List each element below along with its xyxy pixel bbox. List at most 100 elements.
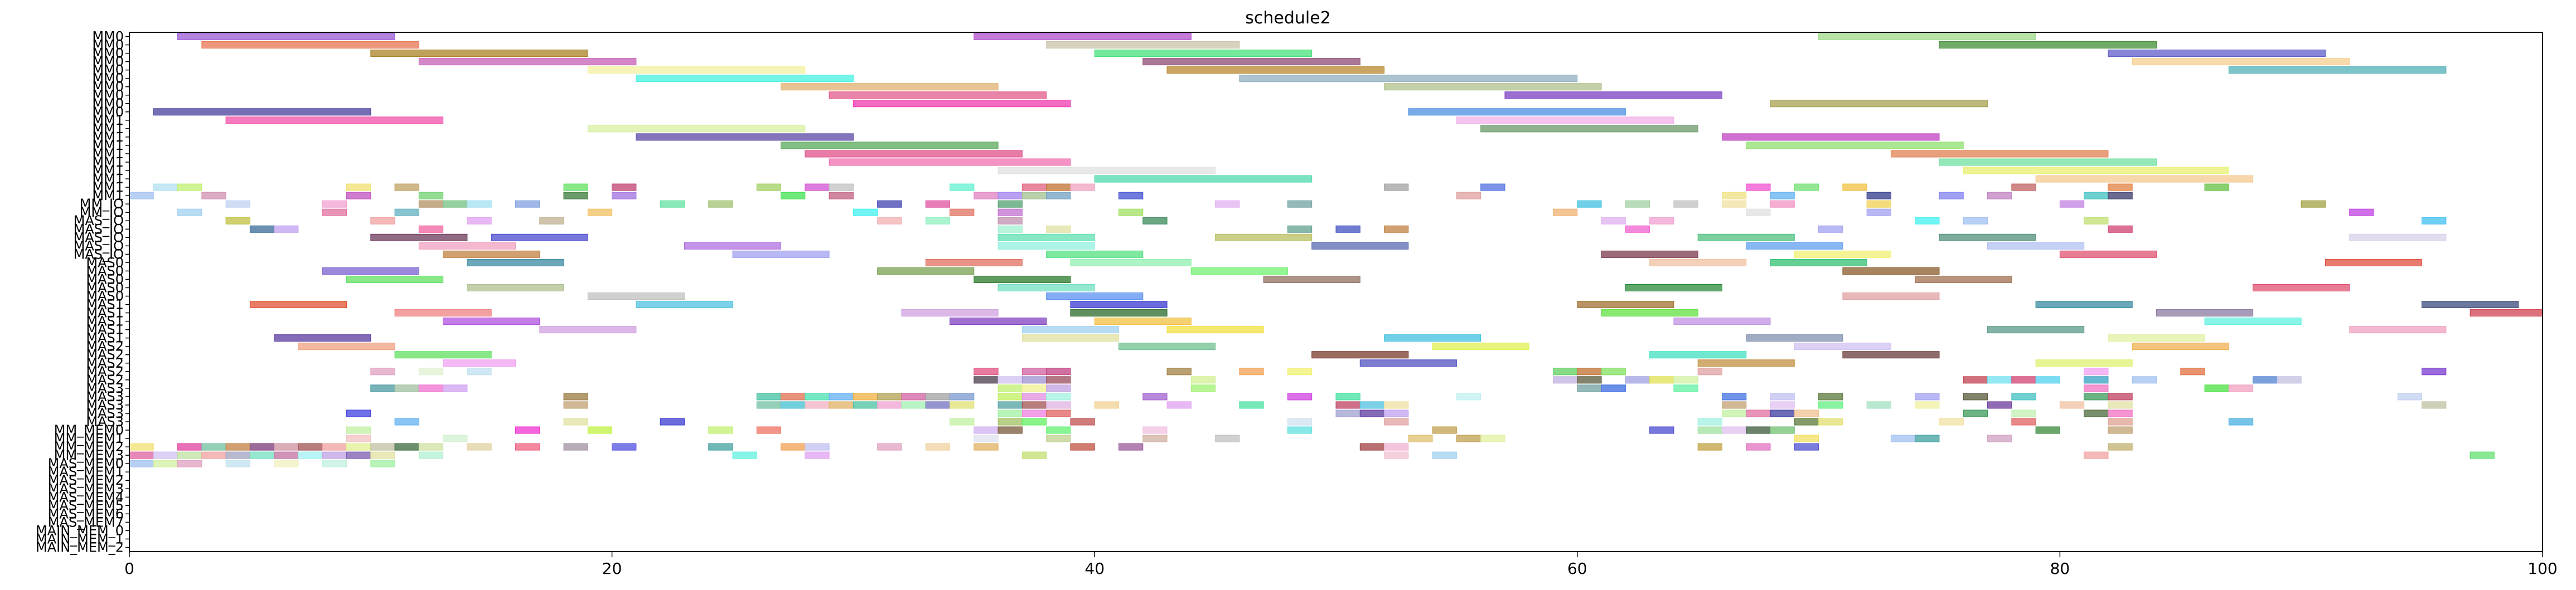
task-bar xyxy=(1553,208,1578,216)
task-bar xyxy=(1384,401,1409,409)
task-bar xyxy=(515,200,540,208)
task-bar xyxy=(1987,242,2085,250)
task-bar xyxy=(1335,225,1360,233)
y-tick-label: MM_MEM1 xyxy=(54,431,124,446)
task-bar xyxy=(370,384,395,392)
task-bar xyxy=(1046,426,1071,434)
task-bar xyxy=(1963,217,1988,225)
task-bar xyxy=(853,100,1071,108)
task-bar xyxy=(2084,368,2109,376)
task-bar xyxy=(1021,418,1047,426)
task-bar xyxy=(974,275,1071,283)
task-bar xyxy=(418,384,444,392)
y-tick-label: MAS1 xyxy=(86,314,124,329)
task-bar xyxy=(732,451,757,459)
task-bar xyxy=(1118,443,1144,451)
task-bar xyxy=(394,418,419,426)
task-bar xyxy=(418,443,444,451)
task-bar xyxy=(998,208,1023,216)
task-bar xyxy=(1046,376,1071,384)
task-bar xyxy=(225,460,250,467)
task-bar xyxy=(1939,158,2157,166)
task-bar xyxy=(418,451,444,459)
y-tick-label: MM1 xyxy=(92,129,124,145)
y-tick-label: MM_IO xyxy=(80,196,124,212)
task-bar xyxy=(394,208,419,216)
task-bar xyxy=(2084,409,2109,417)
task-bar xyxy=(1094,318,1192,325)
y-tick-label: MM0 xyxy=(92,46,124,61)
task-bar xyxy=(563,401,588,409)
task-bar xyxy=(177,451,202,459)
task-bar xyxy=(1432,451,1457,459)
task-bar xyxy=(998,167,1216,174)
task-bar xyxy=(1021,192,1047,199)
task-bar xyxy=(1601,250,1698,258)
task-bar xyxy=(418,192,444,199)
y-tick-label: MM0 xyxy=(92,79,124,95)
task-bar xyxy=(998,401,1023,409)
task-bar xyxy=(515,443,540,451)
task-bar xyxy=(491,233,588,241)
task-bar xyxy=(1215,200,1240,208)
task-bar xyxy=(998,233,1095,241)
task-bar xyxy=(2084,192,2109,199)
task-bar xyxy=(1384,409,1409,417)
y-tick-label: MAS0 xyxy=(86,271,124,287)
y-tick-label: MM1 xyxy=(92,121,124,136)
task-bar xyxy=(1794,418,1819,426)
task-bar xyxy=(346,451,371,459)
task-bar xyxy=(587,292,685,300)
task-bar xyxy=(274,334,371,342)
task-bar xyxy=(829,401,854,409)
task-bar xyxy=(974,376,999,384)
task-bar xyxy=(443,384,468,392)
task-bar xyxy=(1697,233,1795,241)
task-bar xyxy=(1553,376,1578,384)
task-bar xyxy=(274,460,299,467)
task-bar xyxy=(418,368,444,376)
y-tick-label: MAS1 xyxy=(86,322,124,338)
task-bar xyxy=(370,443,395,451)
task-bar xyxy=(2035,426,2060,434)
task-bar xyxy=(1118,208,1144,216)
task-bar xyxy=(443,250,540,258)
y-tick-label: MM_IO xyxy=(80,204,124,220)
task-bar xyxy=(2059,250,2157,258)
x-tick-label: 100 xyxy=(2527,559,2557,578)
task-bar xyxy=(2349,326,2447,334)
task-bar xyxy=(1770,192,1795,199)
task-bar xyxy=(346,275,444,283)
task-bar xyxy=(1046,409,1071,417)
task-bar xyxy=(1070,259,1192,266)
task-bar xyxy=(1480,435,1505,442)
task-bar xyxy=(1770,100,1988,108)
y-tick-label: MM_MEM2 xyxy=(54,439,124,455)
task-bar xyxy=(708,426,733,434)
x-axis-ticks: 0 20 40 60 80 100 xyxy=(124,552,2558,578)
task-bar xyxy=(394,384,419,392)
y-tick-label: MAS1 xyxy=(86,330,124,346)
task-bar xyxy=(1384,451,1409,459)
task-bar xyxy=(2156,309,2254,317)
task-bar xyxy=(1118,192,1144,199)
task-bar xyxy=(636,133,854,141)
task-bar xyxy=(950,401,975,409)
task-bar xyxy=(612,183,637,191)
task-bar xyxy=(1432,426,1457,434)
task-bar xyxy=(1746,242,1843,250)
task-bar xyxy=(1456,192,1481,199)
task-bar xyxy=(249,225,275,233)
task-bar xyxy=(322,267,419,275)
task-bar xyxy=(974,426,999,434)
task-bar xyxy=(587,208,613,216)
task-bar xyxy=(1939,41,2157,49)
task-bar xyxy=(1456,393,1481,401)
task-bar xyxy=(1021,451,1047,459)
x-tick-label: 60 xyxy=(1567,559,1587,578)
task-bar xyxy=(322,443,347,451)
task-bar xyxy=(201,41,419,49)
task-bar xyxy=(1577,200,1602,208)
task-bar xyxy=(1480,183,1505,191)
task-bar xyxy=(225,451,250,459)
